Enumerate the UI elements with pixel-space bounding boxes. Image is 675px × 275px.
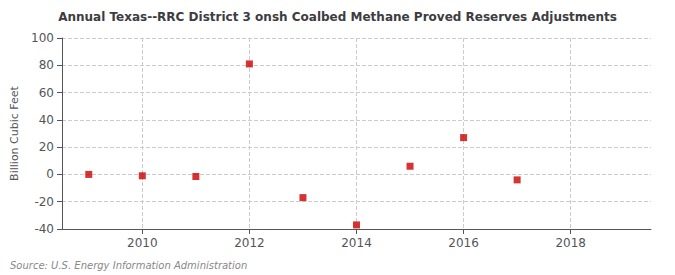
svg-text:Annual Texas--RRC District 3 o: Annual Texas--RRC District 3 onsh Coalbe… xyxy=(58,10,617,24)
svg-text:80: 80 xyxy=(39,58,54,72)
svg-text:60: 60 xyxy=(39,86,54,100)
svg-text:Source: U.S. Energy Informatio: Source: U.S. Energy Information Administ… xyxy=(10,260,247,271)
svg-text:Billion Cubic Feet: Billion Cubic Feet xyxy=(8,85,21,180)
svg-text:100: 100 xyxy=(31,31,54,45)
svg-text:-20: -20 xyxy=(34,195,54,209)
svg-text:2016: 2016 xyxy=(448,236,479,250)
svg-text:20: 20 xyxy=(39,140,54,154)
svg-text:2018: 2018 xyxy=(555,236,586,250)
svg-text:2012: 2012 xyxy=(234,236,265,250)
svg-text:0: 0 xyxy=(46,167,54,181)
svg-text:-40: -40 xyxy=(34,222,54,236)
svg-text:40: 40 xyxy=(39,113,54,127)
svg-text:2010: 2010 xyxy=(127,236,158,250)
svg-text:2014: 2014 xyxy=(341,236,372,250)
